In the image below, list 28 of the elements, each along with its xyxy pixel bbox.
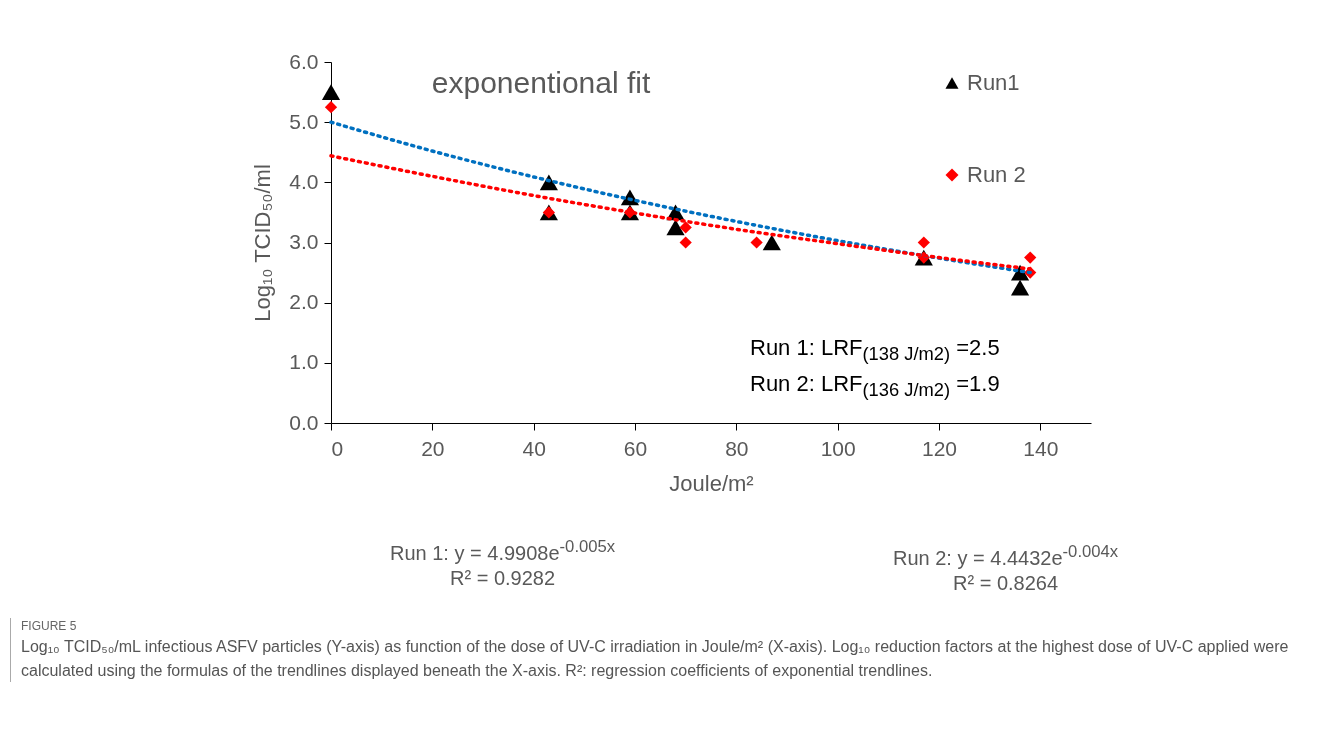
y-tick-label: 1.0 xyxy=(289,350,319,374)
y-tick-label: 0.0 xyxy=(289,410,319,434)
text: Run 1: y = 4.9908e$^{-0.005x}$ xyxy=(390,537,616,564)
x-tick-label: 80 xyxy=(725,436,749,460)
text: R² = 0.9282 xyxy=(450,566,556,589)
y-tick-label: 6.0 xyxy=(289,49,319,73)
x-tick-label: 40 xyxy=(522,436,546,460)
x-tick-label: 100 xyxy=(820,436,856,460)
x-tick-label: 20 xyxy=(421,436,445,460)
x-tick-label: 120 xyxy=(921,436,958,460)
y-tick-label: 5.0 xyxy=(289,109,319,133)
chart-title: exponentional fit xyxy=(431,66,651,99)
text: Log₁₀ TCID₅₀/mL infectious ASFV particles (Y-axis) as function of the dose of UV-C irradiation in Joule/m² (X-axis). Log₁₀ reduction factors at the highest dose of UV-C applied were calculated using the formulas of the trendlines displayed beneath the X-axis. R²: regression coefficients of exponential trendlines. xyxy=(21,638,1289,679)
caption: FIGURE 5 xyxy=(21,618,78,635)
legend-label: Run1 xyxy=(967,70,1020,95)
annotation: Run 1: LRF$_{(138 J/m2)}$ =2.5 xyxy=(750,335,1000,365)
y-tick-label: 3.0 xyxy=(289,230,319,253)
annotation: Run 2: LRF$_{(136 J/m2)}$ =1.9 xyxy=(750,370,1000,401)
legend-label: Run 2 xyxy=(967,162,1026,187)
x-tick-label: 140 xyxy=(1023,436,1059,460)
y-tick-label: 2.0 xyxy=(289,290,319,314)
y-tick-label: 4.0 xyxy=(289,169,319,193)
text: R² = 0.8264 xyxy=(953,571,1059,594)
x-axis-title: Joule/m² xyxy=(669,470,754,496)
x-tick-label: 0 xyxy=(331,436,344,460)
x-tick-label: 60 xyxy=(623,436,648,460)
y-axis-title: Log₁₀ TCID₅₀/ml xyxy=(250,164,276,322)
text: Run 2: y = 4.4432e$^{-0.004x}$ xyxy=(893,542,1119,569)
